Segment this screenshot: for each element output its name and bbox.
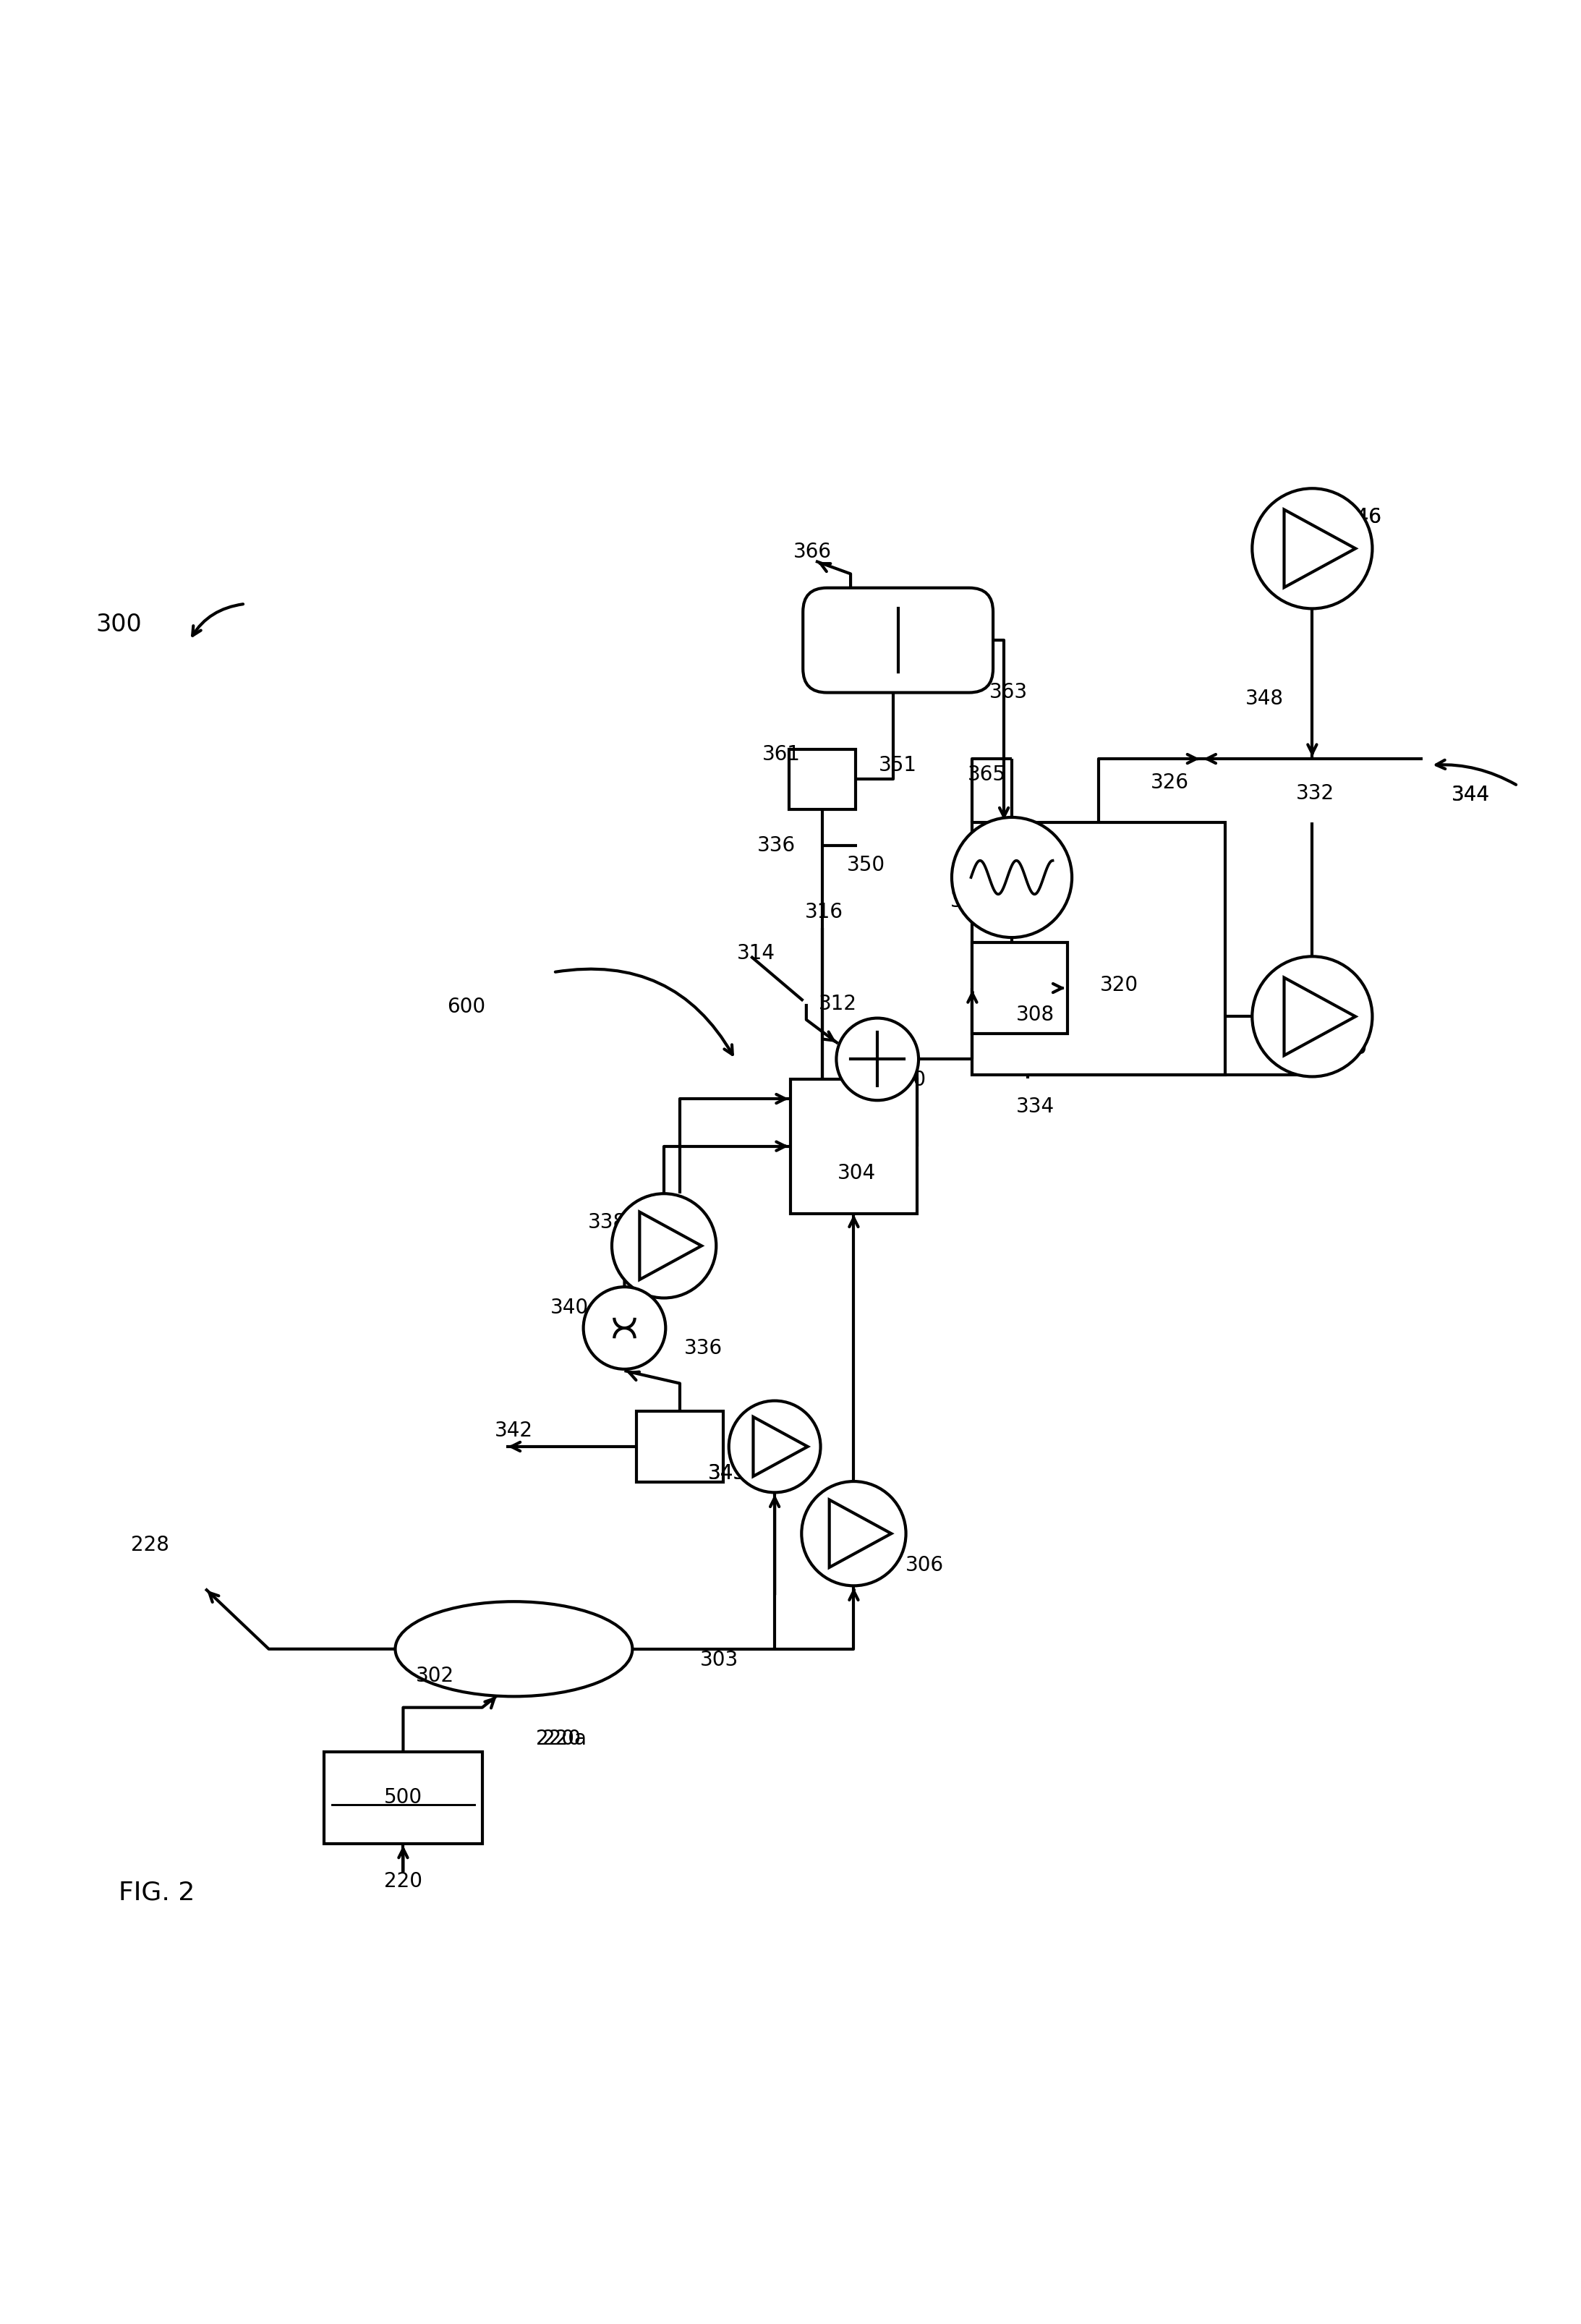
Text: 316: 316 — [805, 902, 843, 923]
Text: 304: 304 — [838, 1162, 876, 1183]
Text: 344: 344 — [1451, 786, 1489, 806]
Text: 346: 346 — [1344, 507, 1382, 528]
Bar — [972, 823, 1225, 1076]
Text: 343: 343 — [708, 1464, 746, 1483]
Text: 340: 340 — [550, 1297, 588, 1318]
Text: 300: 300 — [95, 614, 142, 637]
Text: 348: 348 — [1246, 688, 1284, 709]
Circle shape — [612, 1195, 716, 1299]
Text: 363: 363 — [990, 683, 1028, 702]
Text: 306: 306 — [906, 1555, 944, 1576]
Text: 330: 330 — [1330, 1039, 1368, 1057]
Text: 220: 220 — [384, 1871, 422, 1892]
Text: 220a: 220a — [536, 1729, 587, 1750]
FancyBboxPatch shape — [803, 588, 993, 693]
Text: 338: 338 — [588, 1211, 626, 1232]
Bar — [789, 748, 855, 809]
Circle shape — [1252, 488, 1372, 609]
Circle shape — [802, 1480, 906, 1585]
Bar — [790, 1078, 917, 1213]
Text: 332: 332 — [1296, 783, 1334, 804]
Text: 320: 320 — [1100, 974, 1138, 995]
Text: 302: 302 — [416, 1666, 454, 1685]
Bar — [972, 941, 1067, 1034]
Text: 350: 350 — [847, 855, 885, 874]
Text: 366: 366 — [794, 541, 832, 562]
Ellipse shape — [395, 1601, 632, 1697]
Text: 364: 364 — [950, 890, 988, 911]
Polygon shape — [830, 1499, 892, 1566]
Polygon shape — [1284, 978, 1355, 1055]
Circle shape — [836, 1018, 919, 1099]
Text: 342: 342 — [495, 1420, 533, 1441]
Text: 346: 346 — [1344, 507, 1382, 528]
Text: 310: 310 — [889, 1069, 926, 1090]
Text: 308: 308 — [1017, 1004, 1055, 1025]
Text: 344: 344 — [1451, 786, 1489, 806]
Polygon shape — [640, 1213, 702, 1281]
Text: 336: 336 — [757, 837, 795, 855]
Text: 343: 343 — [708, 1464, 746, 1483]
Circle shape — [583, 1287, 666, 1369]
Bar — [636, 1411, 723, 1483]
Text: 314: 314 — [737, 944, 775, 964]
Text: 228: 228 — [131, 1534, 169, 1555]
Bar — [324, 1752, 482, 1843]
Circle shape — [729, 1401, 821, 1492]
Circle shape — [952, 818, 1072, 937]
Text: 600: 600 — [447, 997, 485, 1018]
Text: 303: 303 — [700, 1650, 738, 1671]
Circle shape — [1252, 957, 1372, 1076]
Text: 500: 500 — [384, 1787, 422, 1808]
Text: 312: 312 — [819, 995, 857, 1013]
Polygon shape — [753, 1418, 808, 1476]
Text: 326: 326 — [1151, 772, 1189, 792]
Text: 362: 362 — [857, 595, 895, 616]
Text: 220: 220 — [542, 1729, 580, 1750]
Text: FIG. 2: FIG. 2 — [119, 1880, 194, 1906]
Polygon shape — [1284, 509, 1355, 588]
Text: 336: 336 — [685, 1339, 723, 1360]
Text: 351: 351 — [879, 755, 917, 776]
Text: 365: 365 — [968, 765, 1006, 786]
Text: 361: 361 — [762, 744, 800, 765]
Text: 334: 334 — [1017, 1097, 1055, 1118]
